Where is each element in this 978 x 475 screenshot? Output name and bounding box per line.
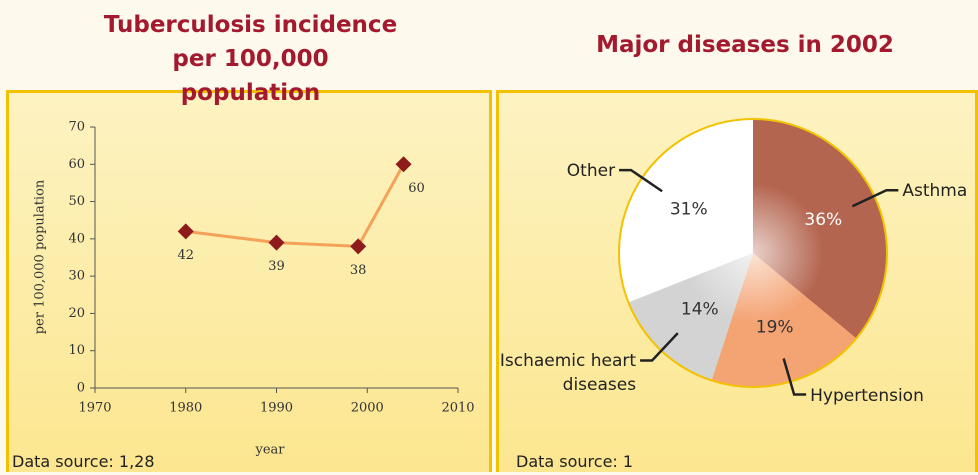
- pie-rim: [618, 118, 888, 388]
- marker: [177, 223, 194, 240]
- y-tick-label: 30: [68, 269, 85, 284]
- slice-label: 31%: [670, 199, 708, 219]
- data-label: 38: [350, 263, 367, 278]
- y-axis-label: per 100,000 population: [33, 179, 48, 334]
- chart-title: Tuberculosis incidence per 100,000 popul…: [103, 12, 398, 106]
- leader-line: [851, 188, 899, 208]
- x-tick-label: 1980: [169, 401, 202, 416]
- source: Data source: 1: [516, 452, 634, 471]
- category-label: Hypertension: [810, 385, 924, 406]
- slice-label: 19%: [756, 318, 794, 338]
- slice-label: 14%: [681, 300, 719, 320]
- x-tick-label: 1990: [260, 401, 293, 416]
- data-label: 60: [408, 181, 425, 196]
- y-tick-label: 40: [68, 231, 85, 246]
- x-tick-label: 2010: [441, 401, 474, 416]
- marker: [395, 156, 412, 173]
- data-label: 42: [177, 248, 194, 263]
- data-label: 39: [268, 259, 285, 274]
- pie-glow: [683, 183, 823, 323]
- y-tick-label: 10: [68, 343, 85, 358]
- leader-line: [619, 168, 663, 193]
- marker: [268, 234, 285, 251]
- chart-title: Major diseases in 2002: [596, 32, 894, 58]
- category-label: Ischaemic heart diseases: [499, 351, 637, 396]
- leader-line: [782, 358, 807, 396]
- slice-label: 36%: [804, 210, 842, 230]
- y-tick-label: 60: [68, 157, 85, 172]
- x-tick-label: 2000: [351, 401, 384, 416]
- source: Data source: 1,28: [12, 452, 155, 471]
- leader-line: [640, 332, 679, 362]
- pie-slice: [753, 119, 887, 339]
- category-label: Other: [566, 161, 616, 182]
- x-axis-label: year: [254, 443, 285, 458]
- category-label: Asthma: [902, 181, 968, 202]
- left-panel: [6, 90, 492, 472]
- line: [185, 163, 405, 248]
- x-tick-label: 1970: [78, 401, 111, 416]
- y-tick-label: 50: [68, 194, 85, 209]
- y-tick-label: 0: [77, 381, 85, 396]
- marker: [350, 238, 367, 255]
- y-tick-label: 20: [68, 306, 85, 321]
- y-tick-label: 70: [68, 120, 85, 135]
